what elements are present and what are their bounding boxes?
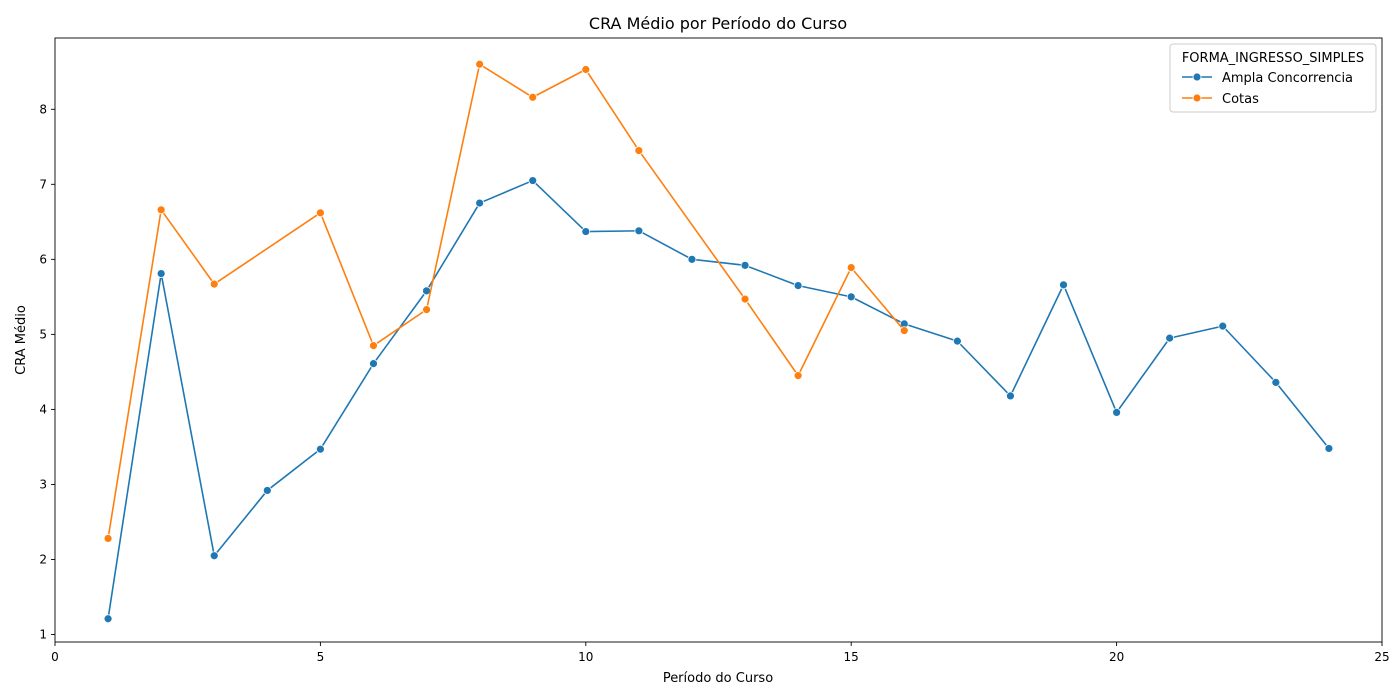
data-point-cotas bbox=[156, 205, 166, 215]
series-layer bbox=[103, 59, 1334, 624]
legend-swatch-marker bbox=[1192, 93, 1202, 103]
data-point-cotas bbox=[740, 294, 750, 304]
legend-label: Cotas bbox=[1222, 92, 1259, 107]
x-tick-label: 10 bbox=[578, 650, 593, 664]
data-point-ampla-concorrencia bbox=[1324, 444, 1334, 453]
data-point-ampla-concorrencia bbox=[475, 198, 485, 208]
data-point-ampla-concorrencia bbox=[209, 551, 219, 561]
x-tick-label: 25 bbox=[1374, 650, 1389, 664]
x-tick-label: 0 bbox=[51, 650, 59, 664]
legend-items: Ampla Concorrencia Cotas bbox=[1182, 71, 1353, 107]
x-tick-label: 15 bbox=[844, 650, 859, 664]
legend-title: FORMA_INGRESSO_SIMPLES bbox=[1182, 51, 1364, 66]
legend-item-ampla-concorrencia: Ampla Concorrencia bbox=[1182, 71, 1353, 86]
data-point-ampla-concorrencia bbox=[528, 176, 538, 185]
data-point-ampla-concorrencia bbox=[262, 486, 272, 495]
chart-title: CRA Médio por Período do Curso bbox=[589, 14, 847, 33]
series-cotas bbox=[103, 59, 909, 543]
data-point-ampla-concorrencia bbox=[740, 260, 750, 270]
data-point-ampla-concorrencia bbox=[369, 359, 378, 369]
legend-swatch-marker bbox=[1192, 72, 1202, 82]
data-point-ampla-concorrencia bbox=[1165, 333, 1175, 343]
x-axis-title: Período do Curso bbox=[663, 671, 773, 686]
data-point-ampla-concorrencia bbox=[1271, 377, 1281, 387]
data-point-cotas bbox=[899, 326, 909, 336]
y-axis-title: CRA Médio bbox=[14, 305, 29, 375]
legend: FORMA_INGRESSO_SIMPLES Ampla Concorrenci… bbox=[1169, 43, 1377, 113]
y-tick-label: 4 bbox=[39, 402, 47, 416]
data-point-cotas bbox=[209, 279, 219, 289]
data-point-ampla-concorrencia bbox=[634, 226, 644, 236]
data-point-cotas bbox=[315, 208, 325, 218]
data-point-ampla-concorrencia bbox=[846, 292, 856, 302]
x-tick-label: 5 bbox=[317, 650, 325, 664]
data-point-cotas bbox=[846, 263, 856, 272]
data-point-ampla-concorrencia bbox=[952, 336, 962, 346]
data-point-cotas bbox=[793, 371, 803, 381]
plot-frame bbox=[54, 37, 1383, 643]
legend-label: Ampla Concorrencia bbox=[1222, 71, 1353, 86]
data-point-ampla-concorrencia bbox=[1059, 280, 1068, 290]
data-point-cotas bbox=[422, 305, 431, 315]
data-point-ampla-concorrencia bbox=[315, 444, 325, 454]
y-tick-label: 2 bbox=[39, 552, 47, 566]
data-point-ampla-concorrencia bbox=[793, 281, 803, 291]
x-axis: 0 5 10 15 20 25 bbox=[51, 642, 1390, 664]
data-point-cotas bbox=[369, 341, 378, 351]
legend-item-cotas: Cotas bbox=[1182, 92, 1259, 107]
y-tick-label: 5 bbox=[39, 327, 47, 341]
legend-box bbox=[1169, 43, 1377, 113]
data-point-cotas bbox=[581, 65, 591, 74]
data-point-ampla-concorrencia bbox=[1218, 321, 1228, 331]
data-point-cotas bbox=[475, 59, 485, 69]
data-point-cotas bbox=[528, 92, 538, 102]
data-point-ampla-concorrencia bbox=[1112, 408, 1121, 417]
y-tick-label: 3 bbox=[39, 477, 47, 491]
data-point-ampla-concorrencia bbox=[156, 269, 166, 278]
x-tick-label: 20 bbox=[1109, 650, 1124, 664]
data-point-ampla-concorrencia bbox=[581, 227, 591, 236]
data-point-cotas bbox=[103, 534, 113, 543]
y-axis: 1 2 3 4 5 6 7 8 bbox=[39, 102, 55, 641]
data-point-ampla-concorrencia bbox=[687, 254, 697, 264]
series-line-cotas bbox=[107, 63, 905, 539]
data-point-ampla-concorrencia bbox=[103, 614, 113, 624]
y-tick-label: 1 bbox=[39, 627, 47, 641]
y-tick-label: 6 bbox=[39, 252, 47, 266]
data-point-ampla-concorrencia bbox=[1006, 391, 1015, 401]
data-point-cotas bbox=[634, 146, 644, 155]
y-tick-label: 8 bbox=[39, 102, 47, 116]
y-tick-label: 7 bbox=[39, 177, 47, 191]
